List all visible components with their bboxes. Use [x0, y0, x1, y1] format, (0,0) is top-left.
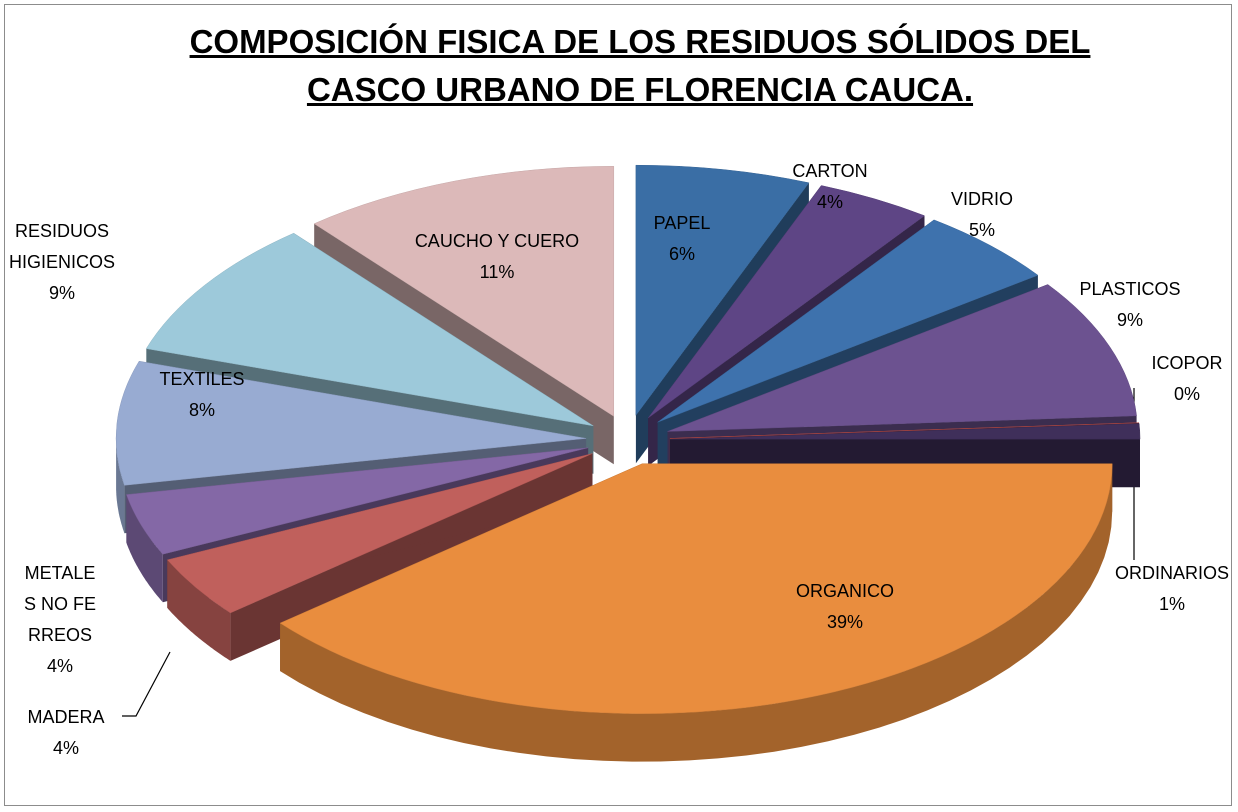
slice-top [669, 423, 1141, 440]
value-label: 9% [48, 283, 75, 303]
data-label: ORGANICO 39% [796, 576, 894, 638]
data-label: MADERA 4% [27, 702, 104, 764]
value-label: 5% [968, 220, 996, 240]
data-label: PAPEL 6% [654, 208, 711, 270]
slice-side [167, 559, 231, 661]
slice-side [280, 463, 1113, 762]
value-label: 9% [1116, 310, 1143, 330]
category-label: MADERA [27, 707, 105, 727]
slice-top [166, 453, 593, 614]
slice-top [667, 284, 1137, 432]
category-label: CARTON [792, 161, 868, 181]
slice-top [313, 166, 615, 417]
value-label: 11% [479, 262, 515, 282]
category-label: TEXTILES [159, 369, 245, 389]
category-label: CAUCHO Y CUERO [414, 231, 580, 251]
value-label: 6% [668, 244, 696, 264]
slice-top [145, 232, 594, 427]
category-label: PAPEL [653, 213, 711, 233]
data-label: RESIDUOS HIGIENICOS 9% [0, 216, 137, 309]
data-label: PLASTICOS 9% [1079, 274, 1180, 336]
value-label: 4% [52, 738, 80, 758]
value-label: 4% [46, 656, 73, 676]
data-label: ICOPOR 0% [1151, 348, 1222, 410]
slice-top [126, 447, 589, 555]
slice-top [669, 422, 1140, 439]
chart-title: COMPOSICIÓN FISICA DE LOS RESIDUOS SÓLID… [189, 23, 1091, 108]
slice [279, 463, 1113, 762]
data-label: ORDINARIOS 1% [1115, 558, 1229, 620]
value-label: 4% [816, 192, 844, 212]
data-label: CAUCHO Y CUERO 11% [415, 226, 579, 288]
data-label: CARTON 4% [792, 156, 867, 218]
category-label: RESIDUOS HIGIENICOS [8, 221, 115, 272]
category-label: ORDINARIOS [1114, 563, 1230, 583]
slice-top [657, 219, 1039, 423]
value-label: 8% [188, 400, 215, 420]
category-label: METALES NO FERREOS [23, 563, 96, 645]
slice-top [635, 164, 810, 417]
value-label: 0% [1173, 384, 1201, 404]
data-label: TEXTILES 8% [159, 364, 244, 426]
category-label: ORGANICO [795, 581, 895, 601]
chart-frame [4, 4, 1232, 806]
value-label: 39% [826, 612, 864, 632]
value-label: 1% [1158, 594, 1186, 614]
category-label: VIDRIO [950, 189, 1014, 209]
slice-top [648, 185, 926, 419]
data-label: VIDRIO 5% [951, 184, 1013, 246]
slice-top [115, 360, 587, 486]
slice-top [279, 463, 1113, 714]
data-label: METALES NO FERREOS 4% [21, 558, 99, 682]
category-label: ICOPOR [1151, 353, 1223, 373]
leader-line [122, 651, 171, 717]
category-label: PLASTICOS [1079, 279, 1181, 299]
slice-side [126, 494, 163, 603]
